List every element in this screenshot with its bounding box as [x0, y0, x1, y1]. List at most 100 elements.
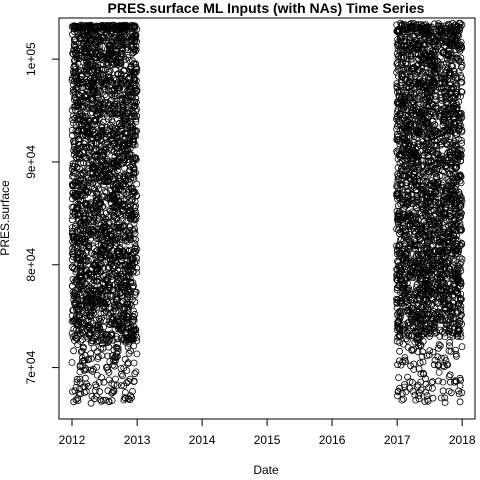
data-point	[92, 37, 100, 45]
data-point	[110, 192, 118, 200]
data-point	[92, 22, 100, 30]
data-point	[121, 355, 129, 363]
data-point	[99, 74, 106, 82]
data-point	[129, 185, 136, 193]
data-point	[117, 370, 125, 378]
data-point	[114, 247, 121, 255]
data-point	[120, 197, 128, 205]
data-point	[115, 174, 123, 182]
data-point	[112, 375, 119, 383]
data-point	[104, 273, 112, 281]
data-point	[123, 273, 130, 281]
data-point	[121, 156, 129, 164]
data-point	[97, 166, 104, 174]
data-point	[90, 303, 97, 311]
data-point	[76, 151, 84, 159]
data-point	[113, 335, 121, 343]
data-point	[95, 264, 103, 272]
data-point	[92, 322, 99, 330]
data-point	[122, 328, 130, 336]
data-point	[81, 256, 89, 264]
data-point	[90, 204, 97, 212]
data-point	[399, 340, 407, 348]
data-point	[398, 396, 406, 404]
data-point	[73, 312, 80, 320]
data-point	[113, 92, 121, 99]
data-point	[133, 337, 141, 345]
data-point	[121, 150, 128, 158]
data-point	[91, 387, 99, 395]
data-point	[74, 136, 82, 143]
data-point	[439, 378, 447, 386]
data-point	[93, 151, 101, 158]
data-point	[85, 321, 93, 329]
data-point	[81, 31, 89, 39]
data-point	[78, 281, 86, 289]
data-point	[117, 96, 124, 103]
data-point	[73, 238, 81, 246]
data-point	[127, 332, 135, 340]
data-point	[84, 382, 92, 390]
data-point	[124, 301, 132, 309]
data-point	[112, 332, 120, 340]
data-point	[408, 191, 416, 199]
data-point	[98, 374, 105, 382]
data-point	[100, 298, 108, 306]
data-point	[99, 344, 107, 352]
data-point	[114, 24, 122, 32]
data-point	[443, 361, 451, 368]
data-point	[91, 117, 99, 125]
data-point	[77, 273, 85, 281]
data-point	[98, 330, 106, 338]
data-point	[76, 361, 84, 369]
data-point	[83, 154, 91, 162]
data-point	[74, 191, 82, 198]
data-point	[107, 101, 114, 108]
data-point	[124, 202, 132, 210]
data-point	[74, 248, 81, 256]
data-point	[122, 55, 129, 63]
data-point	[120, 396, 128, 404]
data-point	[91, 209, 99, 217]
data-point	[430, 361, 438, 369]
data-point	[75, 91, 83, 99]
data-point	[86, 313, 94, 321]
data-point	[132, 115, 140, 123]
data-point	[435, 377, 442, 385]
data-point	[77, 36, 85, 43]
data-point	[75, 177, 82, 185]
data-point	[73, 375, 81, 383]
data-point	[112, 40, 120, 48]
data-point	[113, 135, 121, 142]
data-point	[133, 254, 141, 262]
data-point	[117, 79, 125, 87]
data-point	[88, 163, 96, 171]
data-point	[129, 173, 137, 181]
data-point	[68, 106, 76, 114]
data-point	[104, 298, 111, 306]
data-point	[96, 36, 104, 43]
data-point	[102, 80, 110, 88]
data-point	[125, 56, 133, 64]
data-point	[91, 44, 99, 52]
data-point	[445, 373, 453, 380]
data-point	[114, 42, 122, 50]
data-point	[72, 383, 80, 391]
data-point	[108, 352, 116, 360]
data-point	[99, 340, 106, 348]
data-point	[68, 165, 76, 173]
data-point	[114, 224, 122, 232]
data-point	[94, 190, 102, 198]
data-point	[82, 374, 89, 382]
data-point	[70, 103, 78, 111]
data-point	[108, 314, 116, 322]
data-point	[128, 43, 135, 51]
data-point	[93, 145, 100, 153]
data-point	[81, 258, 89, 266]
data-point	[94, 231, 101, 239]
data-point	[83, 70, 91, 77]
data-point	[132, 202, 140, 210]
data-point	[113, 59, 121, 67]
data-point	[124, 229, 132, 237]
data-point	[113, 194, 121, 202]
